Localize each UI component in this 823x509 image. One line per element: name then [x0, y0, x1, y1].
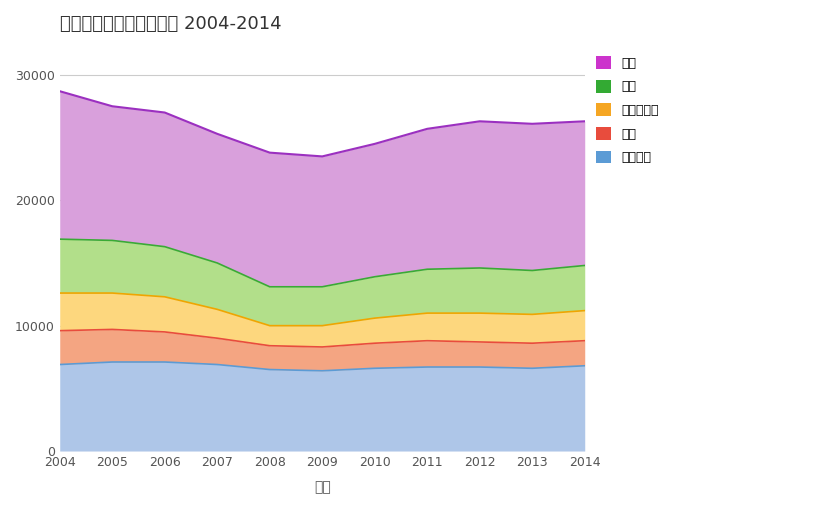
Legend: 總計, 其他, 辦公室設備, 照明, 空氣調節: 總計, 其他, 辦公室設備, 照明, 空氣調節 — [596, 56, 658, 164]
X-axis label: 年份: 年份 — [314, 480, 331, 494]
Text: 香港商業辦公室使用電量 2004-2014: 香港商業辦公室使用電量 2004-2014 — [60, 15, 281, 33]
